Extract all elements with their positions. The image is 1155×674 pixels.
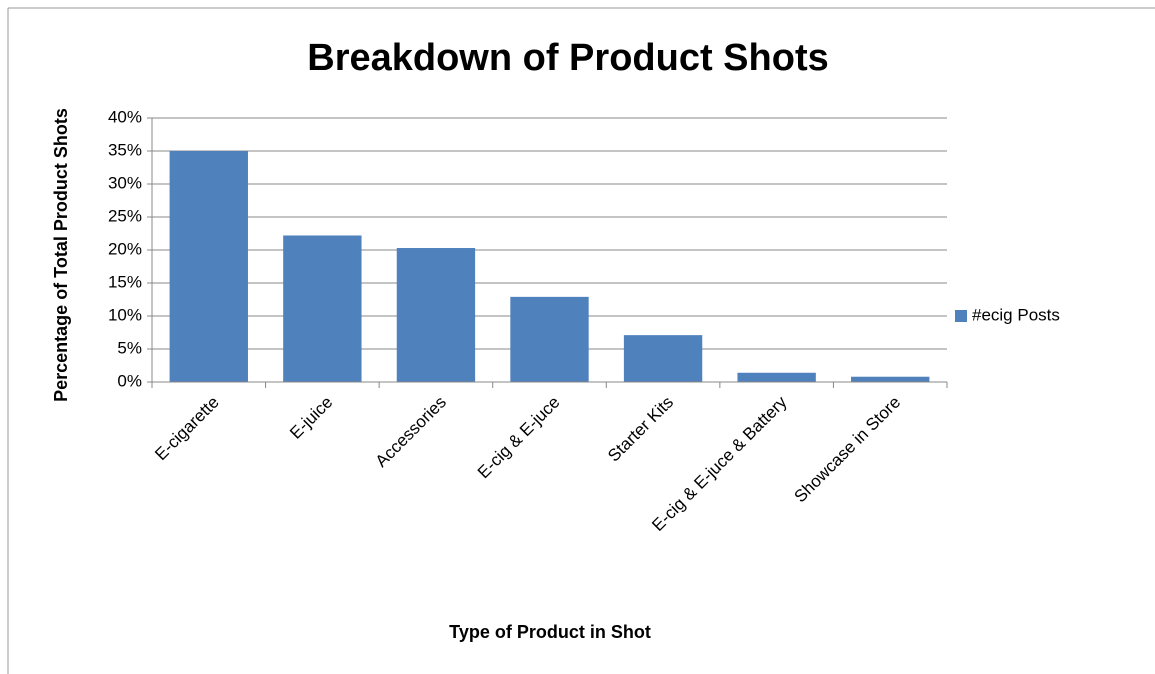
y-tick-label: 20%	[108, 239, 142, 258]
legend-swatch	[955, 310, 967, 322]
y-tick-label: 10%	[108, 305, 142, 324]
y-tick-label: 40%	[108, 107, 142, 126]
bar	[851, 376, 930, 382]
bar	[737, 372, 816, 382]
y-tick-label: 5%	[117, 338, 142, 357]
bar	[396, 248, 476, 382]
legend-label: #ecig Posts	[972, 305, 1060, 324]
y-axis-label: Percentage of Total Product Shots	[51, 108, 71, 402]
bar	[283, 235, 362, 382]
y-tick-label: 30%	[108, 173, 142, 192]
bar	[510, 296, 589, 382]
y-tick-label: 15%	[108, 272, 142, 291]
y-tick-label: 0%	[117, 371, 142, 390]
bar	[169, 151, 248, 382]
x-axis-label: Type of Product in Shot	[449, 622, 651, 642]
chart-title: Breakdown of Product Shots	[307, 37, 828, 79]
bar	[623, 335, 703, 382]
y-tick-label: 25%	[108, 206, 142, 225]
y-tick-label: 35%	[108, 140, 142, 159]
